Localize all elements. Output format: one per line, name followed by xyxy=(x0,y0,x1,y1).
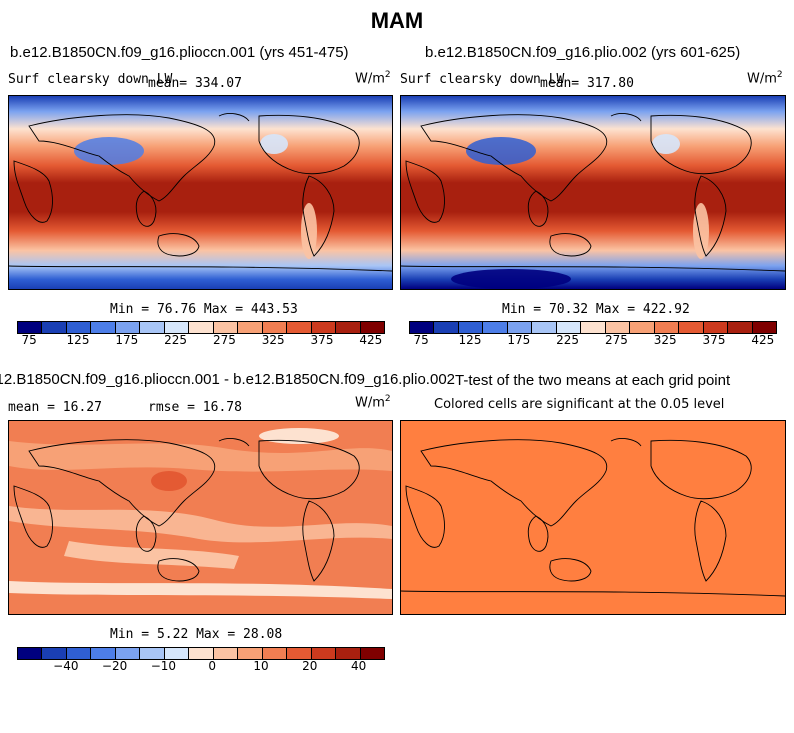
panel1-variable: Surf clearsky down LW xyxy=(8,72,173,87)
panel3-colorbar-swatch xyxy=(91,648,116,659)
panel2-colorbar-tick-label: 375 xyxy=(702,333,726,347)
panel1-colorbar-tick-label: 425 xyxy=(359,333,383,347)
panel1-colorbar-swatch xyxy=(115,322,141,333)
panel2-colorbar-tick-label: 75 xyxy=(413,333,429,347)
panel3-colorbar-swatch xyxy=(238,648,263,659)
panel1-colorbar-tick-label: 375 xyxy=(310,333,334,347)
panel2-colorbar-tick-label: 275 xyxy=(604,333,628,347)
panel3-colorbar-tick-label: 20 xyxy=(302,659,318,673)
panel3-colorbar-tick-label: −20 xyxy=(101,659,128,673)
panel2-variable: Surf clearsky down LW xyxy=(400,72,565,87)
panel1-colorbar-swatch xyxy=(336,322,361,333)
panel3-colorbar-swatch xyxy=(213,648,239,659)
panel2-mean: mean= 317.80 xyxy=(540,76,634,91)
panel3-colorbar-tick-label: 40 xyxy=(350,659,367,673)
panel2-colorbar-swatch xyxy=(581,322,606,333)
panel1-units: W/m2 xyxy=(355,70,391,87)
panel1-mean: mean= 334.07 xyxy=(148,76,242,91)
panel2-colorbar-swatch xyxy=(458,322,484,333)
panel2-colorbar-swatch xyxy=(728,322,753,333)
panel2-colorbar-swatch xyxy=(556,322,582,333)
panel2-title: b.e12.B1850CN.f09_g16.plio.002 (yrs 601-… xyxy=(425,44,741,61)
panel3-colorbar-tick-label: 0 xyxy=(208,659,217,673)
panel2-colorbar-swatch xyxy=(483,322,508,333)
panel1-colorbar-swatch xyxy=(213,322,239,333)
panel2-colorbar-swatch xyxy=(654,322,680,333)
panel3-title: b.e12.B1850CN.f09_g16.plioccn.001 - b.e1… xyxy=(0,371,455,388)
panel2-units: W/m2 xyxy=(747,70,783,87)
panel1-colorbar-swatch xyxy=(140,322,165,333)
panel1-minmax: Min = 76.76 Max = 443.53 xyxy=(110,302,298,317)
panel2-colorbar-ticks: 75 125 175 225 275 325 375 425 xyxy=(409,333,775,349)
panel1-colorbar-tick-label: 275 xyxy=(212,333,236,347)
panel4-subtitle: Colored cells are significant at the 0.0… xyxy=(434,397,725,412)
panel3-mean: mean = 16.27 xyxy=(8,400,102,415)
panel3-map xyxy=(8,420,393,615)
panel4-map xyxy=(400,420,786,615)
panel3-colorbar-swatch xyxy=(66,648,92,659)
panel2-colorbar-swatch xyxy=(630,322,655,333)
panel3-colorbar-swatch xyxy=(287,648,312,659)
panel2-colorbar-tick-label: 325 xyxy=(653,333,677,347)
panel2-colorbar-tick-label: 225 xyxy=(556,333,580,347)
panel2-colorbar-tick-label: 175 xyxy=(507,333,531,347)
panel3-colorbar-swatch xyxy=(18,648,43,659)
panel1-colorbar-swatch xyxy=(238,322,263,333)
panel2-colorbar-swatch xyxy=(410,322,435,333)
panel1-colorbar-swatch xyxy=(164,322,190,333)
panel1-colorbar-tick-label: 225 xyxy=(164,333,188,347)
panel1-colorbar-tick-label: 325 xyxy=(261,333,285,347)
panel3-colorbar-tick-label: −10 xyxy=(150,659,177,673)
panel1-title: b.e12.B1850CN.f09_g16.plioccn.001 (yrs 4… xyxy=(10,44,349,61)
panel3-colorbar-swatch xyxy=(42,648,67,659)
panel2-colorbar-swatch xyxy=(679,322,704,333)
panel3-colorbar-swatch xyxy=(336,648,361,659)
panel2-colorbar-swatch xyxy=(605,322,631,333)
panel3-colorbar-ticks: −40 −20 −10 0 10 20 40 xyxy=(17,659,383,675)
panel1-colorbar-swatch xyxy=(287,322,312,333)
panel2-map xyxy=(400,95,786,290)
panel3-colorbar-swatch xyxy=(262,648,288,659)
panel4-title: T-test of the two means at each grid poi… xyxy=(455,372,731,389)
panel2-colorbar-swatch xyxy=(703,322,729,333)
panel1-colorbar-tick-label: 125 xyxy=(66,333,90,347)
panel3-colorbar xyxy=(17,647,385,660)
panel2-colorbar-swatch xyxy=(752,322,777,333)
panel3-title-clip: b.e12.B1850CN.f09_g16.plioccn.001 - b.e1… xyxy=(0,370,455,392)
panel1-colorbar-swatch xyxy=(18,322,43,333)
panel1-colorbar xyxy=(17,321,385,334)
panel3-colorbar-swatch xyxy=(140,648,165,659)
panel1-colorbar-swatch xyxy=(91,322,116,333)
panel1-colorbar-swatch xyxy=(42,322,67,333)
panel1-colorbar-tick-label: 175 xyxy=(115,333,139,347)
panel2-colorbar-swatch xyxy=(434,322,459,333)
panel3-colorbar-tick-label: 10 xyxy=(253,659,269,673)
panel3-colorbar-swatch xyxy=(115,648,141,659)
panel1-map xyxy=(8,95,393,290)
panel1-colorbar-swatch xyxy=(360,322,385,333)
panel2-colorbar-swatch xyxy=(507,322,533,333)
panel1-colorbar-swatch xyxy=(262,322,288,333)
panel1-colorbar-ticks: 75 125 175 225 275 325 375 425 xyxy=(17,333,383,349)
page-title: MAM xyxy=(370,8,424,33)
panel1-colorbar-swatch xyxy=(189,322,214,333)
panel3-minmax: Min = 5.22 Max = 28.08 xyxy=(110,627,283,642)
panel3-colorbar-swatch xyxy=(189,648,214,659)
panel3-colorbar-swatch xyxy=(164,648,190,659)
panel2-colorbar xyxy=(409,321,777,334)
panel3-units: W/m2 xyxy=(355,394,391,411)
panel3-colorbar-swatch xyxy=(360,648,385,659)
panel2-colorbar-tick-label: 425 xyxy=(751,333,775,347)
panel2-colorbar-tick-label: 125 xyxy=(458,333,482,347)
panel1-colorbar-swatch xyxy=(311,322,337,333)
panel1-colorbar-tick-label: 75 xyxy=(21,333,37,347)
panel2-colorbar-swatch xyxy=(532,322,557,333)
panel1-colorbar-swatch xyxy=(66,322,92,333)
panel3-colorbar-swatch xyxy=(311,648,337,659)
panel2-minmax: Min = 70.32 Max = 422.92 xyxy=(502,302,690,317)
panel3-rmse: rmse = 16.78 xyxy=(148,400,242,415)
panel3-colorbar-tick-label: −40 xyxy=(53,659,79,673)
